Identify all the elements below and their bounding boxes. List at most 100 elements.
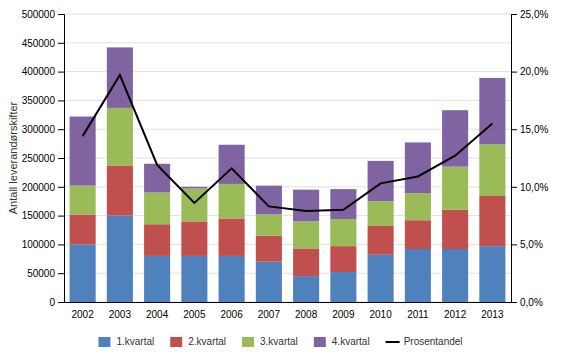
tick-label: 300000 xyxy=(22,124,56,135)
tick-mark xyxy=(58,43,64,44)
chart-container: 2002200320042005200620072008200920102011… xyxy=(0,0,561,356)
bar xyxy=(70,214,96,244)
tick-label: 400000 xyxy=(22,66,56,77)
x-axis: 2002200320042005200620072008200920102011… xyxy=(65,303,512,321)
bar xyxy=(70,244,96,302)
bar xyxy=(368,201,394,226)
tick-label: 350000 xyxy=(22,95,56,106)
tick: 150000 xyxy=(22,210,64,221)
legend-swatch xyxy=(242,337,254,347)
bar xyxy=(442,167,468,210)
tick: 2011 xyxy=(407,309,429,320)
legend-item: 4.kvartal xyxy=(314,336,370,347)
legend-swatch xyxy=(98,337,110,347)
bar xyxy=(219,256,245,302)
bar xyxy=(405,249,431,302)
bar-series xyxy=(70,108,506,249)
tick: 5,0% xyxy=(511,239,543,250)
tick-mark xyxy=(58,216,64,217)
bar xyxy=(479,78,505,144)
bar xyxy=(293,248,319,276)
bar xyxy=(256,186,282,215)
bar xyxy=(181,256,207,302)
legend-label: 3.kvartal xyxy=(260,336,298,347)
chart: 2002200320042005200620072008200920102011… xyxy=(0,0,561,356)
tick-mark xyxy=(511,14,517,15)
line xyxy=(83,75,493,211)
tick-mark xyxy=(58,129,64,130)
legend-item: 2.kvartal xyxy=(170,336,226,347)
tick-label: 2002 xyxy=(72,309,95,320)
bar xyxy=(368,255,394,302)
bar xyxy=(479,196,505,246)
tick: 2005 xyxy=(183,309,206,320)
grid-line xyxy=(64,42,511,43)
bar-series xyxy=(70,165,506,276)
tick: 250000 xyxy=(22,153,64,164)
tick-mark xyxy=(58,158,64,159)
tick: 200000 xyxy=(22,182,64,193)
tick: 50000 xyxy=(27,268,64,279)
bar xyxy=(442,110,468,166)
bar xyxy=(442,210,468,249)
tick-label: 250000 xyxy=(22,153,56,164)
bar xyxy=(144,193,170,225)
tick: 300000 xyxy=(22,124,64,135)
legend-swatch xyxy=(314,337,326,347)
tick-mark xyxy=(511,302,517,303)
tick-mark xyxy=(58,244,64,245)
tick-label: 10,0% xyxy=(520,182,548,193)
axis-line xyxy=(65,302,512,303)
axis-title: Antall leverandørskifter xyxy=(7,101,19,214)
tick-mark xyxy=(511,187,517,188)
tick-mark xyxy=(58,100,64,101)
plot-area xyxy=(70,47,506,302)
tick: 2002 xyxy=(72,309,95,320)
bar xyxy=(70,117,96,186)
legend-swatch xyxy=(386,341,400,343)
tick-label: 2003 xyxy=(109,309,132,320)
tick: 20,0% xyxy=(511,66,548,77)
bar xyxy=(479,246,505,302)
bar xyxy=(144,256,170,302)
tick-mark xyxy=(58,302,64,303)
tick: 450000 xyxy=(22,38,64,49)
legend-label: 1.kvartal xyxy=(116,336,154,347)
tick: 2004 xyxy=(146,309,169,320)
bar xyxy=(256,262,282,302)
tick: 100000 xyxy=(22,239,64,250)
tick-label: 100000 xyxy=(22,239,56,250)
legend-label: 2.kvartal xyxy=(188,336,226,347)
bar xyxy=(405,142,431,193)
legend-item: 1.kvartal xyxy=(98,336,154,347)
bar xyxy=(293,221,319,248)
tick-label: 25,0% xyxy=(520,9,548,20)
bar xyxy=(181,221,207,256)
tick-label: 2012 xyxy=(444,309,467,320)
bar xyxy=(144,224,170,256)
tick-label: 0 xyxy=(49,297,55,308)
tick: 2010 xyxy=(370,309,393,320)
legend-item: 3.kvartal xyxy=(242,336,298,347)
bar xyxy=(107,108,133,166)
tick-label: 2006 xyxy=(221,309,244,320)
tick-mark xyxy=(511,244,517,245)
bar xyxy=(144,164,170,193)
bar xyxy=(479,144,505,196)
bar xyxy=(368,226,394,255)
bar-series xyxy=(70,216,506,302)
tick: 2009 xyxy=(332,309,355,320)
bar xyxy=(405,220,431,249)
tick: 0 xyxy=(49,297,64,308)
bar xyxy=(256,236,282,262)
bar-series xyxy=(70,47,506,221)
tick-label: 200000 xyxy=(22,182,56,193)
tick: 25,0% xyxy=(511,9,548,20)
tick: 10,0% xyxy=(511,182,548,193)
bar xyxy=(107,165,133,215)
grid-line xyxy=(64,14,511,15)
bar xyxy=(330,246,356,272)
tick-label: 2007 xyxy=(258,309,281,320)
tick-mark xyxy=(511,72,517,73)
tick: 350000 xyxy=(22,95,64,106)
